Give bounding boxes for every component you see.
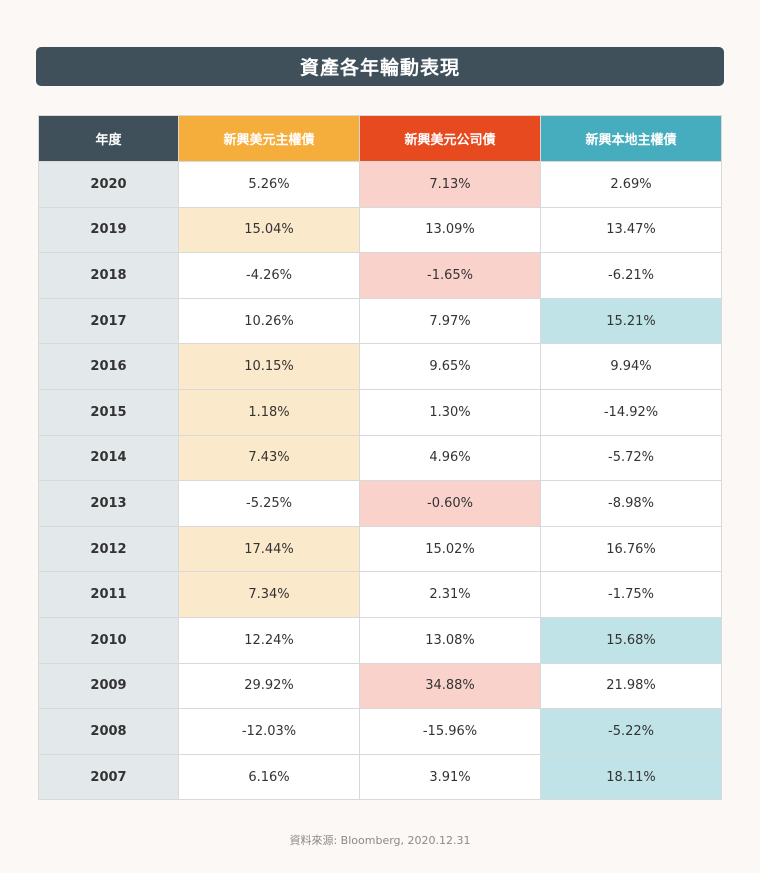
cell-em-usd-sovereign: -12.03% bbox=[178, 708, 360, 755]
cell-em-usd-corporate: 1.30% bbox=[359, 388, 541, 436]
table-row: 2007 6.16% 3.91% 18.11% bbox=[38, 753, 722, 801]
table-row: 2014 7.43% 4.96% -5.72% bbox=[38, 434, 722, 482]
table-row: 2012 17.44% 15.02% 16.76% bbox=[38, 525, 722, 573]
cell-em-usd-sovereign: 10.15% bbox=[178, 343, 360, 390]
cell-em-usd-sovereign: 1.18% bbox=[178, 388, 360, 436]
cell-year: 2008 bbox=[38, 708, 179, 755]
table-row: 2013 -5.25% -0.60% -8.98% bbox=[38, 480, 722, 527]
cell-em-local-sovereign: 15.21% bbox=[540, 297, 722, 345]
cell-em-local-sovereign: -8.98% bbox=[540, 480, 722, 527]
cell-em-local-sovereign: 18.11% bbox=[540, 753, 722, 801]
cell-em-usd-corporate: 34.88% bbox=[359, 662, 541, 710]
cell-em-usd-corporate: 15.02% bbox=[359, 525, 541, 573]
cell-em-local-sovereign: 9.94% bbox=[540, 343, 722, 390]
page-title: 資產各年輪動表現 bbox=[36, 47, 724, 86]
cell-em-local-sovereign: -5.72% bbox=[540, 434, 722, 482]
cell-year: 2013 bbox=[38, 480, 179, 527]
cell-em-local-sovereign: -14.92% bbox=[540, 388, 722, 436]
table-row: 2008 -12.03% -15.96% -5.22% bbox=[38, 708, 722, 755]
cell-em-usd-corporate: 7.97% bbox=[359, 297, 541, 345]
performance-table: 年度 新興美元主權債 新興美元公司債 新興本地主權債 2020 5.26% 7.13… bbox=[38, 115, 722, 801]
cell-em-local-sovereign: -6.21% bbox=[540, 252, 722, 299]
cell-year: 2019 bbox=[38, 206, 179, 254]
cell-em-usd-sovereign: 5.26% bbox=[178, 161, 360, 208]
table-row: 2016 10.15% 9.65% 9.94% bbox=[38, 343, 722, 390]
cell-em-usd-sovereign: 7.34% bbox=[178, 571, 360, 618]
cell-em-local-sovereign: 2.69% bbox=[540, 161, 722, 208]
cell-em-usd-corporate: -15.96% bbox=[359, 708, 541, 755]
cell-em-local-sovereign: -1.75% bbox=[540, 571, 722, 618]
cell-em-usd-sovereign: 17.44% bbox=[178, 525, 360, 573]
table-row: 2010 12.24% 13.08% 15.68% bbox=[38, 616, 722, 664]
table-row: 2018 -4.26% -1.65% -6.21% bbox=[38, 252, 722, 299]
table-header-row: 年度 新興美元主權債 新興美元公司債 新興本地主權債 bbox=[38, 115, 722, 162]
header-em-usd-sovereign: 新興美元主權債 bbox=[178, 115, 360, 162]
cell-em-usd-sovereign: 12.24% bbox=[178, 616, 360, 664]
cell-year: 2010 bbox=[38, 616, 179, 664]
cell-em-usd-corporate: 2.31% bbox=[359, 571, 541, 618]
table-row: 2017 10.26% 7.97% 15.21% bbox=[38, 297, 722, 345]
cell-year: 2017 bbox=[38, 297, 179, 345]
cell-em-local-sovereign: -5.22% bbox=[540, 708, 722, 755]
table-row: 2009 29.92% 34.88% 21.98% bbox=[38, 662, 722, 710]
table-row: 2020 5.26% 7.13% 2.69% bbox=[38, 161, 722, 208]
table-row: 2011 7.34% 2.31% -1.75% bbox=[38, 571, 722, 618]
header-em-local-sovereign: 新興本地主權債 bbox=[540, 115, 722, 162]
cell-year: 2007 bbox=[38, 753, 179, 801]
cell-em-usd-sovereign: 7.43% bbox=[178, 434, 360, 482]
cell-em-usd-corporate: 9.65% bbox=[359, 343, 541, 390]
cell-em-local-sovereign: 13.47% bbox=[540, 206, 722, 254]
cell-em-usd-corporate: -0.60% bbox=[359, 480, 541, 527]
cell-em-usd-sovereign: -5.25% bbox=[178, 480, 360, 527]
header-em-usd-corporate: 新興美元公司債 bbox=[359, 115, 541, 162]
cell-em-usd-sovereign: 6.16% bbox=[178, 753, 360, 801]
source-note: 資料來源: Bloomberg, 2020.12.31 bbox=[289, 834, 471, 847]
cell-em-usd-corporate: 13.08% bbox=[359, 616, 541, 664]
cell-em-usd-sovereign: -4.26% bbox=[178, 252, 360, 299]
cell-em-usd-sovereign: 15.04% bbox=[178, 206, 360, 254]
cell-year: 2015 bbox=[38, 388, 179, 436]
cell-year: 2009 bbox=[38, 662, 179, 710]
cell-em-usd-corporate: 4.96% bbox=[359, 434, 541, 482]
table-body: 2020 5.26% 7.13% 2.69% 2019 15.04% 13.09% 13.47… bbox=[38, 161, 722, 801]
cell-em-usd-corporate: 13.09% bbox=[359, 206, 541, 254]
cell-em-usd-sovereign: 10.26% bbox=[178, 297, 360, 345]
cell-em-usd-corporate: 3.91% bbox=[359, 753, 541, 801]
cell-year: 2018 bbox=[38, 252, 179, 299]
cell-year: 2020 bbox=[38, 161, 179, 208]
cell-em-usd-corporate: 7.13% bbox=[359, 161, 541, 208]
table-row: 2015 1.18% 1.30% -14.92% bbox=[38, 388, 722, 436]
cell-em-usd-corporate: -1.65% bbox=[359, 252, 541, 299]
cell-em-local-sovereign: 16.76% bbox=[540, 525, 722, 573]
table-row: 2019 15.04% 13.09% 13.47% bbox=[38, 206, 722, 254]
cell-em-usd-sovereign: 29.92% bbox=[178, 662, 360, 710]
cell-year: 2011 bbox=[38, 571, 179, 618]
cell-year: 2012 bbox=[38, 525, 179, 573]
cell-em-local-sovereign: 21.98% bbox=[540, 662, 722, 710]
cell-year: 2016 bbox=[38, 343, 179, 390]
cell-year: 2014 bbox=[38, 434, 179, 482]
cell-em-local-sovereign: 15.68% bbox=[540, 616, 722, 664]
header-year: 年度 bbox=[38, 115, 179, 162]
